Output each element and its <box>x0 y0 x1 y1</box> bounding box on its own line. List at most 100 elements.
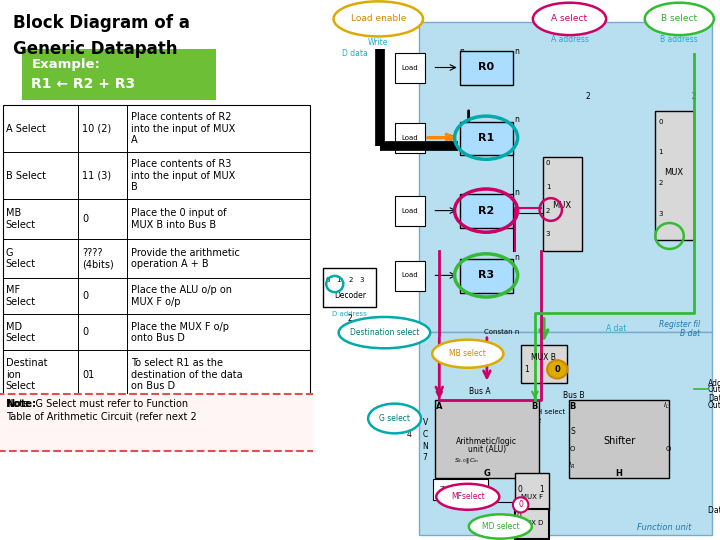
Ellipse shape <box>533 3 606 35</box>
Text: Bus B: Bus B <box>563 391 585 400</box>
Text: Decoder: Decoder <box>334 292 366 300</box>
Bar <box>655 111 693 240</box>
Ellipse shape <box>469 514 532 539</box>
Text: 0: 0 <box>517 512 521 521</box>
Text: 10 (2): 10 (2) <box>82 124 112 134</box>
Text: 7: 7 <box>423 454 428 462</box>
Text: 0: 0 <box>554 365 560 374</box>
Text: Note:: Note: <box>6 399 35 409</box>
Text: 1: 1 <box>524 365 528 374</box>
Bar <box>459 194 513 228</box>
Text: O: O <box>570 446 575 453</box>
Text: $I_L$: $I_L$ <box>663 401 670 411</box>
Text: Place contents of R3
into the input of MUX
B: Place contents of R3 into the input of M… <box>130 159 235 192</box>
Bar <box>515 472 549 510</box>
Text: 01: 01 <box>82 370 94 380</box>
Text: S: S <box>570 428 575 436</box>
Text: 0: 0 <box>82 291 89 301</box>
Text: ????
(4bits): ???? (4bits) <box>82 247 114 269</box>
Text: MUX B: MUX B <box>531 353 557 362</box>
Ellipse shape <box>368 403 421 433</box>
Text: 2: 2 <box>537 418 541 424</box>
Bar <box>395 261 425 291</box>
Text: G
Select: G Select <box>6 247 36 269</box>
Text: Load: Load <box>401 134 418 141</box>
Text: 0: 0 <box>518 485 522 494</box>
Text: Constan n: Constan n <box>484 329 519 335</box>
Text: R1: R1 <box>478 133 494 143</box>
Text: Data: Data <box>708 394 720 403</box>
Text: Bus A: Bus A <box>469 387 491 396</box>
Text: Address: Address <box>708 379 720 388</box>
Text: B: B <box>570 402 576 410</box>
Text: R0: R0 <box>478 63 494 72</box>
Ellipse shape <box>644 3 714 35</box>
Ellipse shape <box>513 497 528 512</box>
Bar <box>570 400 669 478</box>
Text: Load: Load <box>401 272 418 279</box>
Text: N: N <box>422 442 428 450</box>
Ellipse shape <box>432 340 503 368</box>
Text: MUX D: MUX D <box>520 519 544 526</box>
Text: Load: Load <box>401 64 418 71</box>
Text: G select: G select <box>379 414 410 423</box>
Text: O: O <box>665 446 670 453</box>
Text: Arithmetic/logic: Arithmetic/logic <box>456 437 518 445</box>
Ellipse shape <box>338 317 430 348</box>
Text: A Select: A Select <box>6 124 45 134</box>
Text: To enable a register: To enable a register <box>130 414 227 423</box>
Text: G: G <box>483 469 490 477</box>
Text: Example:: Example: <box>32 58 100 71</box>
Bar <box>419 22 712 332</box>
Text: MUX: MUX <box>552 201 572 210</box>
Text: Destinat
ion
Select: Destinat ion Select <box>6 358 47 392</box>
Text: n: n <box>459 47 464 56</box>
Text: 1: 1 <box>539 485 544 494</box>
Text: R1
HIGH: R1 HIGH <box>82 408 107 429</box>
Text: H select: H select <box>537 409 565 415</box>
Bar <box>433 479 488 500</box>
Text: B select: B select <box>661 15 698 23</box>
Bar <box>543 157 582 251</box>
Text: MUX F: MUX F <box>521 494 543 500</box>
Text: MUX: MUX <box>665 168 683 177</box>
Text: Generic Datapath: Generic Datapath <box>12 40 177 58</box>
Text: To select R1 as the
destination of the data
on Bus D: To select R1 as the destination of the d… <box>130 358 242 392</box>
Text: A: A <box>436 402 443 410</box>
Text: MD
Select: MD Select <box>6 321 36 343</box>
Text: Load
enable: Load enable <box>6 408 39 429</box>
Text: 0: 0 <box>518 501 523 509</box>
Text: Register fil: Register fil <box>659 320 700 329</box>
Text: Note: G Select must refer to Function
Table of Arithmetic Circuit (refer next 2: Note: G Select must refer to Function Ta… <box>6 399 197 421</box>
Text: Load: Load <box>401 207 418 214</box>
Text: Shifter: Shifter <box>603 436 635 446</box>
Text: B dat: B dat <box>680 328 700 338</box>
Text: Block Diagram of a: Block Diagram of a <box>12 14 189 31</box>
Text: B address: B address <box>660 35 698 44</box>
Text: MB select: MB select <box>449 349 486 358</box>
Text: H: H <box>616 469 623 477</box>
Text: D data: D data <box>342 49 367 58</box>
Bar <box>22 49 216 100</box>
Text: Out: Out <box>708 386 720 394</box>
Text: Zero Detect: Zero Detect <box>440 486 481 492</box>
Text: 2: 2 <box>348 276 352 283</box>
Bar <box>459 122 513 155</box>
Text: 2: 2 <box>691 92 696 100</box>
Text: 0: 0 <box>82 214 89 224</box>
Text: Provide the arithmetic
operation A + B: Provide the arithmetic operation A + B <box>130 247 240 269</box>
Bar <box>419 332 712 535</box>
Text: C: C <box>423 430 428 438</box>
Text: 0: 0 <box>546 160 550 166</box>
Text: A address: A address <box>551 35 588 44</box>
Bar <box>521 345 567 383</box>
Text: A select: A select <box>552 15 588 23</box>
Text: 1: 1 <box>546 184 550 190</box>
Text: $I_R$: $I_R$ <box>568 461 575 470</box>
Text: Write: Write <box>368 38 389 47</box>
Bar <box>435 400 539 478</box>
Text: A dat: A dat <box>606 324 626 333</box>
Text: 3: 3 <box>546 231 550 238</box>
Text: Destination select: Destination select <box>350 328 419 337</box>
Ellipse shape <box>436 484 499 510</box>
